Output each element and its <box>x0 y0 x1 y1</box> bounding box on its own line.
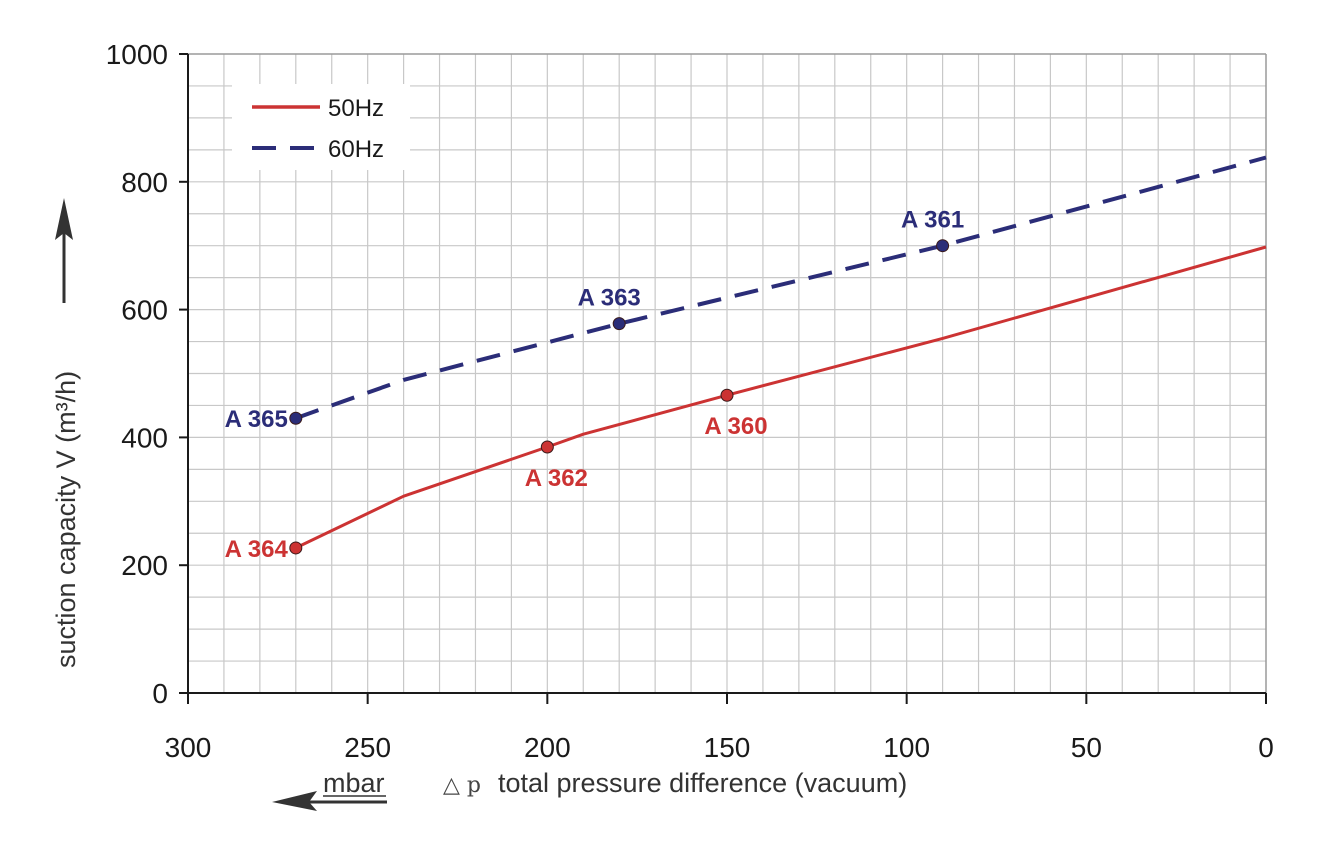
grid <box>188 53 1267 693</box>
axes <box>179 53 1267 704</box>
point-labels: A 365 A 363 A 361 A 364 A 362 A 360 <box>225 207 965 563</box>
x-tick-label: 100 <box>883 732 930 763</box>
y-tick-label: 800 <box>121 167 168 198</box>
tick-labels: 0 200 400 600 800 1000 300 250 200 150 100 50 0 <box>106 39 1274 763</box>
data-point-a360 <box>720 388 734 402</box>
data-point-a365 <box>289 411 303 425</box>
point-label-a363: A 363 <box>578 285 641 312</box>
y-tick-label: 400 <box>121 422 168 453</box>
legend-label-50hz: 50Hz <box>328 95 384 122</box>
y-axis-title: suction capacity V (m³/h) <box>51 371 81 668</box>
x-axis-unit: mbar <box>323 768 385 798</box>
x-axis-title: total pressure difference (vacuum) <box>498 768 907 798</box>
data-point-a361 <box>936 239 950 253</box>
point-label-a364: A 364 <box>225 536 289 563</box>
y-tick-label: 200 <box>121 550 168 581</box>
y-axis-arrow-icon <box>55 198 73 240</box>
y-tick-label: 0 <box>152 678 168 709</box>
y-tick-label: 1000 <box>106 39 168 70</box>
x-tick-label: 250 <box>344 732 391 763</box>
point-label-a361: A 361 <box>901 207 964 234</box>
data-point-a364 <box>289 541 303 555</box>
x-tick-label: 0 <box>1258 732 1274 763</box>
data-point-a363 <box>612 317 626 331</box>
legend: 50Hz 60Hz <box>232 84 410 170</box>
x-axis-arrow-icon <box>272 791 317 811</box>
point-label-a360: A 360 <box>704 413 767 440</box>
point-label-a365: A 365 <box>225 406 288 433</box>
series-line-60hz <box>295 155 1267 421</box>
legend-label-60hz: 60Hz <box>328 136 384 163</box>
data-points <box>289 239 950 555</box>
point-label-a362: A 362 <box>525 465 588 492</box>
y-axis-title-group: suction capacity V (m³/h) <box>51 198 81 668</box>
x-axis-title-group: mbar △ p total pressure difference (vacu… <box>272 768 907 811</box>
x-tick-label: 150 <box>704 732 751 763</box>
x-tick-label: 300 <box>165 732 212 763</box>
data-point-a362 <box>540 440 554 454</box>
series-lines <box>295 155 1267 550</box>
y-tick-label: 600 <box>121 295 168 326</box>
x-tick-label: 200 <box>524 732 571 763</box>
x-axis-symbol: △ p <box>443 773 481 798</box>
legend-background <box>232 84 410 170</box>
x-tick-label: 50 <box>1071 732 1102 763</box>
series-line-50hz <box>295 245 1267 550</box>
